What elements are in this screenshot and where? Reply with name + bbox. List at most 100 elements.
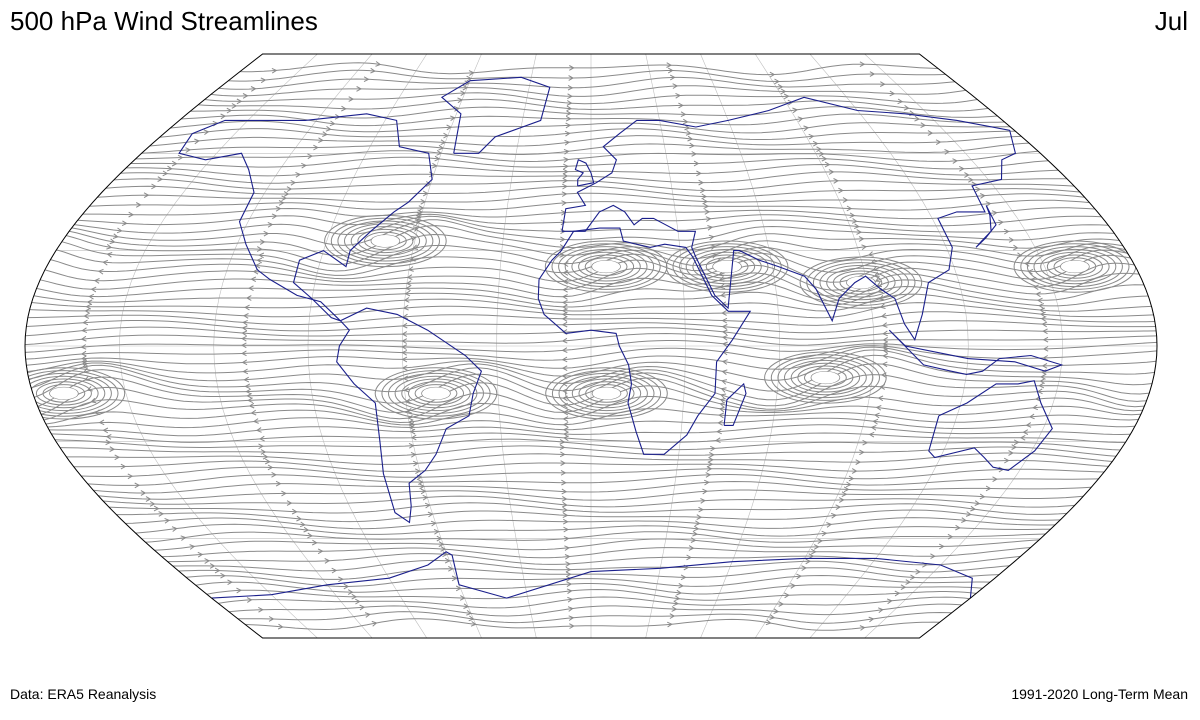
streamline-arrow <box>468 615 475 622</box>
streamline-arrow <box>410 451 417 458</box>
streamline-arrow <box>676 589 683 596</box>
streamline-arrow <box>250 276 257 283</box>
streamline-arrow <box>689 142 695 149</box>
streamline-arrow <box>307 532 314 539</box>
streamline-arrow <box>416 212 423 218</box>
streamline-arrow <box>1041 321 1048 328</box>
streamline-arrow <box>331 567 338 574</box>
streamline-arrow <box>826 522 833 528</box>
south-america-anticyclone-center <box>422 387 450 400</box>
streamline-arrow <box>797 116 804 122</box>
streamline-arrow <box>149 501 156 507</box>
streamline-arrow <box>260 77 267 84</box>
streamline-arrow <box>1035 291 1042 298</box>
streamline-arrow <box>696 514 703 520</box>
streamline-arrow <box>716 428 722 435</box>
streamline <box>125 517 1056 530</box>
south-atlantic-anticyclone-contour <box>585 384 628 403</box>
streamline-arrow <box>80 335 87 342</box>
streamline-arrow <box>897 98 904 105</box>
streamline-arrow <box>709 452 715 458</box>
streamline-arrow <box>105 434 112 440</box>
streamline-arrow <box>286 500 293 506</box>
streamline-arrow <box>90 286 97 293</box>
streamline-arrow <box>275 480 282 487</box>
streamline-arrow <box>690 537 697 543</box>
sahara-anticyclone-contour <box>558 246 655 288</box>
streamline <box>159 128 1016 140</box>
streamline-arrow <box>900 584 907 591</box>
streamline-arrow <box>858 236 865 242</box>
streamline-arrow <box>680 111 687 118</box>
streamline-arrow <box>569 623 575 629</box>
streamline-arrow <box>566 581 573 588</box>
streamline-arrow <box>721 310 727 316</box>
streamline <box>178 567 1000 580</box>
streamline-arrow <box>687 135 694 142</box>
streamline <box>66 452 1113 465</box>
streamline-arrow <box>889 90 896 97</box>
streamline-arrow <box>831 512 837 519</box>
streamline-arrow <box>567 93 573 100</box>
streamline-arrow <box>693 160 700 167</box>
tibet-anticyclone-center <box>846 276 875 289</box>
pacific-anticyclone-contour <box>1053 257 1097 276</box>
map-title: 500 hPa Wind Streamlines <box>10 6 318 36</box>
streamline-arrow <box>462 84 469 91</box>
streamline-arrow <box>258 606 264 613</box>
coastline-greenland <box>440 76 551 154</box>
streamline-arrow <box>849 212 856 219</box>
streamline-arrow <box>696 170 702 177</box>
streamline-arrow <box>245 388 252 395</box>
streamline-arrow <box>438 541 445 547</box>
streamline-arrow <box>944 149 951 155</box>
streamline-arrow <box>816 146 822 153</box>
streamline-arrow <box>408 442 415 449</box>
streamline-arrow <box>84 308 91 314</box>
streamline-arrow <box>406 274 413 280</box>
streamline <box>198 98 989 112</box>
graticule <box>25 54 1157 638</box>
indian-ocean-anticyclone-contour <box>804 368 847 387</box>
streamline <box>120 171 1068 184</box>
streamline <box>51 432 1126 443</box>
north-atlantic-anticyclone-contour <box>344 223 427 259</box>
streamline-arrow <box>1042 346 1049 352</box>
streamline-arrow <box>414 468 421 475</box>
streamline-arrow <box>698 506 704 513</box>
arabia-anticyclone-contour <box>699 254 756 279</box>
streamline-arrow <box>301 162 307 169</box>
streamline-arrow <box>407 414 414 421</box>
south-america-anticyclone-contour <box>388 372 484 414</box>
streamline-arrow <box>678 102 684 109</box>
streamline-arrow <box>135 202 142 208</box>
streamline-arrow <box>563 157 570 163</box>
streamline-arrow <box>562 278 569 285</box>
streamline <box>149 135 1022 147</box>
streamline-arrow <box>703 479 710 486</box>
streamline <box>73 459 1109 472</box>
streamline-arrow <box>561 479 567 486</box>
streamline <box>108 502 1067 515</box>
streamline <box>113 178 1075 192</box>
streamline-arrow <box>707 461 714 468</box>
streamline-arrow <box>85 303 92 310</box>
streamline-arrow <box>790 583 797 589</box>
streamline-arrow <box>271 471 277 478</box>
streamline-arrow <box>985 485 992 492</box>
streamline-arrow <box>405 280 412 287</box>
streamline-arrow <box>562 501 568 508</box>
streamline-arrow <box>162 170 169 177</box>
streamline-arrow <box>244 383 251 390</box>
streamline-arrow <box>812 140 819 147</box>
streamline-arrow <box>1038 382 1045 389</box>
streamline-arrow <box>562 173 569 179</box>
streamline-arrow <box>93 278 100 284</box>
streamline-arrow <box>562 286 568 293</box>
streamline-arrow <box>356 86 363 92</box>
streamline-arrow <box>563 163 569 170</box>
streamline <box>25 340 1157 353</box>
streamline-arrow <box>684 124 691 131</box>
streamline-arrow <box>561 337 568 344</box>
streamline-arrow <box>307 153 314 160</box>
